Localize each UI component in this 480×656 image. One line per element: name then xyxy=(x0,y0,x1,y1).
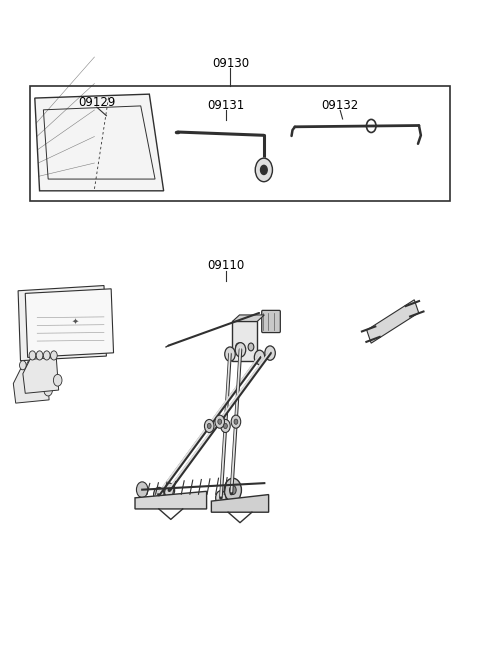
Circle shape xyxy=(225,347,235,361)
Circle shape xyxy=(154,487,164,502)
Text: ✦: ✦ xyxy=(72,317,79,326)
Circle shape xyxy=(204,419,214,432)
Text: 09129: 09129 xyxy=(78,96,116,109)
Circle shape xyxy=(44,384,52,396)
Polygon shape xyxy=(232,315,264,321)
Text: 09132: 09132 xyxy=(322,100,359,112)
Bar xyxy=(30,87,450,201)
Polygon shape xyxy=(232,321,257,361)
Circle shape xyxy=(236,343,241,351)
Circle shape xyxy=(229,485,236,495)
Circle shape xyxy=(53,375,62,386)
Circle shape xyxy=(41,361,48,370)
Text: 09131: 09131 xyxy=(207,100,244,112)
Polygon shape xyxy=(13,367,49,403)
Circle shape xyxy=(221,419,230,432)
Circle shape xyxy=(164,483,175,497)
Circle shape xyxy=(215,415,225,428)
Circle shape xyxy=(224,423,228,428)
Circle shape xyxy=(235,342,246,357)
Circle shape xyxy=(207,423,211,428)
Circle shape xyxy=(136,482,148,497)
Circle shape xyxy=(226,486,237,501)
Circle shape xyxy=(265,346,276,360)
Circle shape xyxy=(50,351,57,360)
Circle shape xyxy=(218,419,222,424)
Circle shape xyxy=(27,361,34,370)
Circle shape xyxy=(261,165,267,174)
Circle shape xyxy=(34,361,40,370)
Circle shape xyxy=(216,491,226,505)
Circle shape xyxy=(20,361,26,370)
Polygon shape xyxy=(211,495,269,512)
Polygon shape xyxy=(35,94,164,191)
Circle shape xyxy=(36,351,43,360)
Circle shape xyxy=(248,343,254,351)
Circle shape xyxy=(231,415,240,428)
Text: 09130: 09130 xyxy=(212,57,249,70)
Polygon shape xyxy=(25,289,114,358)
Circle shape xyxy=(224,478,241,502)
Text: 09110: 09110 xyxy=(207,259,244,272)
Polygon shape xyxy=(135,491,206,509)
Circle shape xyxy=(255,158,273,182)
Circle shape xyxy=(234,419,238,424)
Polygon shape xyxy=(23,358,59,394)
FancyBboxPatch shape xyxy=(262,310,280,333)
Circle shape xyxy=(43,351,50,360)
Circle shape xyxy=(29,351,36,360)
Circle shape xyxy=(254,350,265,365)
Polygon shape xyxy=(18,285,107,361)
Polygon shape xyxy=(367,300,419,343)
